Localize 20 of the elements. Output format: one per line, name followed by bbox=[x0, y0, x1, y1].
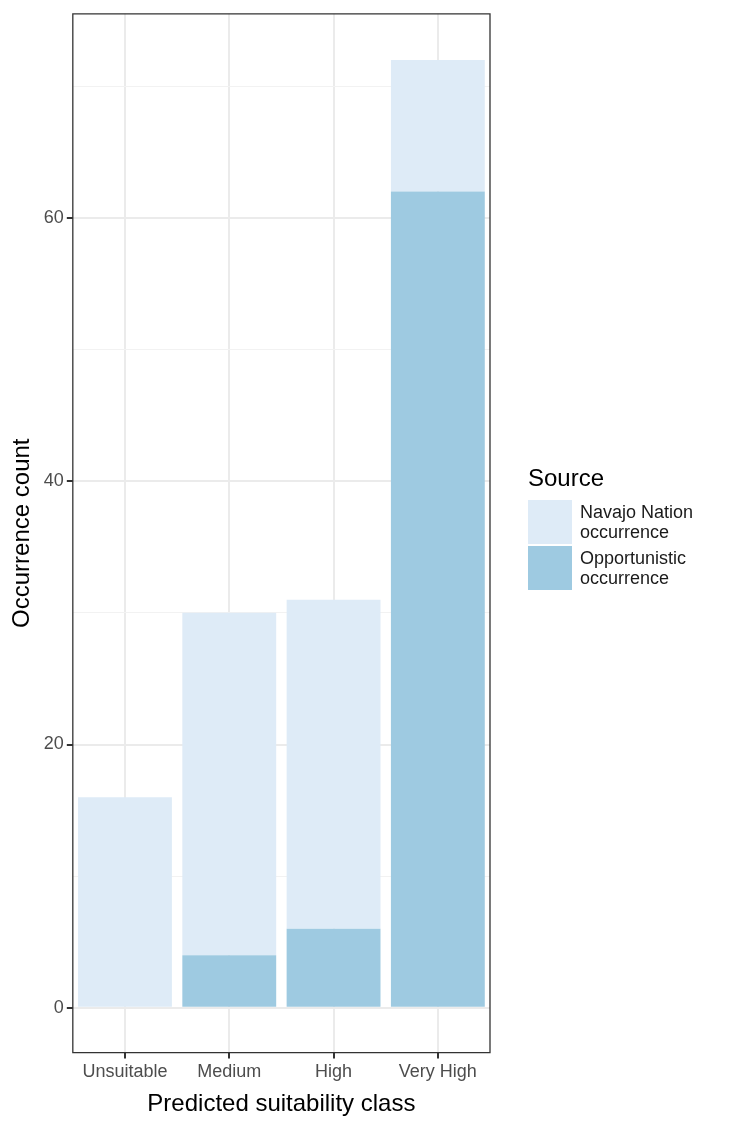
x-tick-label: Medium bbox=[197, 1061, 262, 1082]
y-tick-label: 40 bbox=[43, 470, 64, 491]
bar bbox=[182, 612, 277, 956]
x-tick-label: Very High bbox=[398, 1061, 477, 1082]
bar bbox=[182, 955, 277, 1007]
y-tick-label: 20 bbox=[43, 733, 64, 754]
bar bbox=[286, 928, 381, 1007]
bar bbox=[78, 797, 172, 1007]
y-tick-label: 60 bbox=[43, 206, 64, 227]
legend-title: Source bbox=[528, 464, 606, 492]
bar bbox=[390, 191, 485, 1007]
text: Opportunistic occurrence bbox=[580, 548, 688, 588]
x-tick-label: Unsuitable bbox=[82, 1061, 168, 1082]
bar bbox=[286, 599, 381, 929]
text: Navajo Nation occurrence bbox=[580, 502, 695, 542]
y-axis-title: Occurrence count bbox=[7, 438, 35, 628]
x-axis-title: Predicted suitability class bbox=[147, 1089, 416, 1117]
x-tick-label: High bbox=[315, 1061, 353, 1082]
y-tick-label: 0 bbox=[53, 996, 64, 1017]
bar bbox=[390, 59, 485, 192]
